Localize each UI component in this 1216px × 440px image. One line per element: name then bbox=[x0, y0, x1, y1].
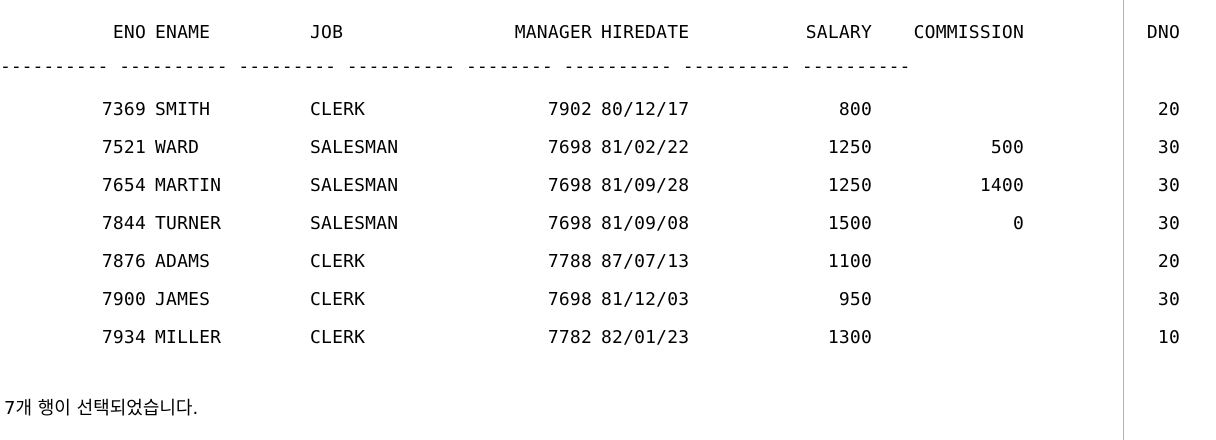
cell-dno: 20 bbox=[1157, 251, 1180, 272]
column-header-eno: ENO bbox=[112, 22, 146, 43]
cell-job: SALESMAN bbox=[310, 175, 399, 196]
cell-eno: 7369 bbox=[101, 99, 146, 120]
cell-ename: MARTIN bbox=[155, 175, 222, 196]
cell-ename: SMITH bbox=[155, 99, 211, 120]
cell-dno: 20 bbox=[1157, 99, 1180, 120]
pane-divider bbox=[1123, 0, 1124, 440]
cell-commission bbox=[884, 323, 1024, 353]
table-row: 7844 TURNER SALESMAN 7698 81/09/08 1500 0 30 bbox=[0, 209, 1216, 239]
cell-job: SALESMAN bbox=[310, 213, 399, 234]
cell-hiredate: 81/02/22 bbox=[601, 137, 690, 158]
cell-manager: 7698 bbox=[547, 137, 592, 158]
table-row: 7900 JAMES CLERK 7698 81/12/03 950 30 bbox=[0, 285, 1216, 315]
cell-commission: 0 bbox=[1012, 213, 1024, 234]
cell-salary: 1250 bbox=[827, 175, 872, 196]
cell-eno: 7876 bbox=[101, 251, 146, 272]
cell-salary: 1300 bbox=[827, 327, 872, 348]
cell-ename: WARD bbox=[155, 137, 200, 158]
header-separator: ---------- ---------- --------- --------… bbox=[0, 56, 911, 77]
cell-job: CLERK bbox=[310, 289, 366, 310]
cell-ename: TURNER bbox=[155, 213, 222, 234]
cell-job: CLERK bbox=[310, 251, 366, 272]
cell-eno: 7654 bbox=[101, 175, 146, 196]
column-header-manager: MANAGER bbox=[514, 22, 592, 43]
cell-salary: 950 bbox=[838, 289, 872, 310]
cell-manager: 7902 bbox=[547, 99, 592, 120]
cell-hiredate: 87/07/13 bbox=[601, 251, 690, 272]
cell-commission bbox=[884, 247, 1024, 277]
column-header-hiredate: HIREDATE bbox=[601, 22, 690, 43]
column-header-ename: ENAME bbox=[155, 22, 211, 43]
cell-commission bbox=[884, 285, 1024, 315]
cell-salary: 1100 bbox=[827, 251, 872, 272]
table-row: 7521 WARD SALESMAN 7698 81/02/22 1250 500 30 bbox=[0, 133, 1216, 163]
cell-commission: 1400 bbox=[979, 175, 1024, 196]
cell-hiredate: 81/12/03 bbox=[601, 289, 690, 310]
table-row: 7369 SMITH CLERK 7902 80/12/17 800 20 bbox=[0, 95, 1216, 125]
cell-job: CLERK bbox=[310, 327, 366, 348]
cell-dno: 30 bbox=[1157, 137, 1180, 158]
cell-hiredate: 82/01/23 bbox=[601, 327, 690, 348]
cell-manager: 7698 bbox=[547, 213, 592, 234]
cell-eno: 7521 bbox=[101, 137, 146, 158]
cell-dno: 30 bbox=[1157, 289, 1180, 310]
column-header-job: JOB bbox=[310, 22, 344, 43]
cell-dno: 30 bbox=[1157, 213, 1180, 234]
cell-job: CLERK bbox=[310, 99, 366, 120]
cell-commission: 500 bbox=[990, 137, 1024, 158]
cell-salary: 1250 bbox=[827, 137, 872, 158]
cell-hiredate: 81/09/28 bbox=[601, 175, 690, 196]
cell-salary: 800 bbox=[838, 99, 872, 120]
cell-eno: 7844 bbox=[101, 213, 146, 234]
table-row: 7876 ADAMS CLERK 7788 87/07/13 1100 20 bbox=[0, 247, 1216, 277]
cell-eno: 7900 bbox=[101, 289, 146, 310]
cell-hiredate: 81/09/08 bbox=[601, 213, 690, 234]
column-header-commission: COMMISSION bbox=[913, 22, 1024, 43]
cell-hiredate: 80/12/17 bbox=[601, 99, 690, 120]
cell-dno: 30 bbox=[1157, 175, 1180, 196]
cell-ename: ADAMS bbox=[155, 251, 211, 272]
status-message: 7개 행이 선택되었습니다. bbox=[4, 398, 199, 419]
cell-manager: 7788 bbox=[547, 251, 592, 272]
cell-ename: MILLER bbox=[155, 327, 222, 348]
column-header-dno: DNO bbox=[1146, 22, 1180, 43]
cell-commission bbox=[884, 95, 1024, 125]
cell-eno: 7934 bbox=[101, 327, 146, 348]
cell-manager: 7698 bbox=[547, 175, 592, 196]
cell-job: SALESMAN bbox=[310, 137, 399, 158]
cell-ename: JAMES bbox=[155, 289, 211, 310]
cell-dno: 10 bbox=[1157, 327, 1180, 348]
table-row: 7654 MARTIN SALESMAN 7698 81/09/28 1250 1400 30 bbox=[0, 171, 1216, 201]
cell-manager: 7698 bbox=[547, 289, 592, 310]
cell-salary: 1500 bbox=[827, 213, 872, 234]
cell-manager: 7782 bbox=[547, 327, 592, 348]
column-header-salary: SALARY bbox=[805, 22, 872, 43]
table-row: 7934 MILLER CLERK 7782 82/01/23 1300 10 bbox=[0, 323, 1216, 353]
result-header-row: ENO ENAME JOB MANAGER HIREDATE SALARY CO… bbox=[0, 18, 1216, 48]
